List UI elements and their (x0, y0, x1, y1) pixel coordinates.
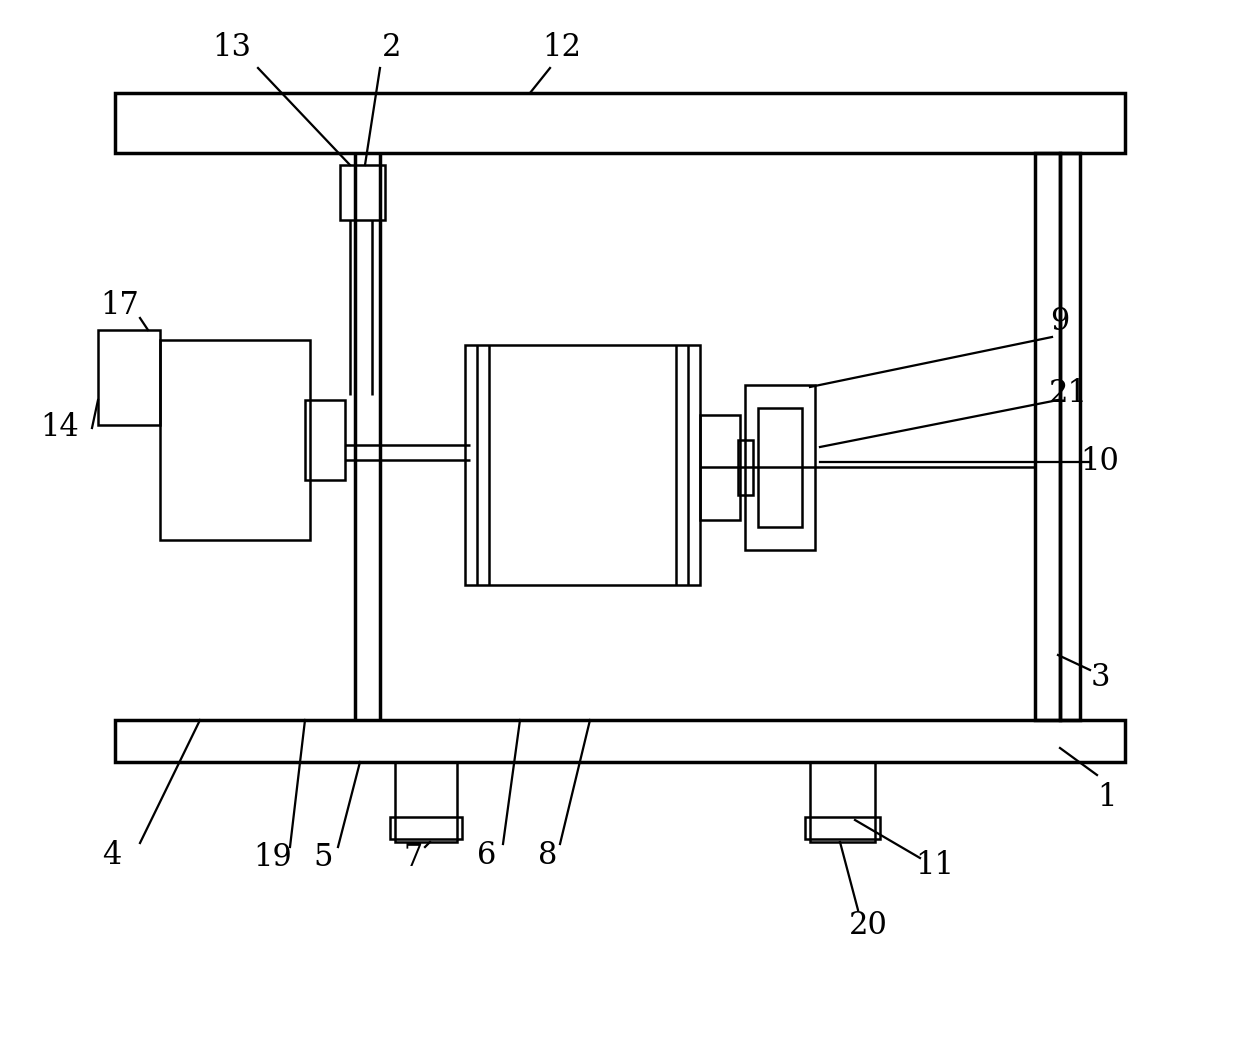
Bar (98, 330, 160, 425)
Bar (738, 440, 753, 495)
Text: 3: 3 (1090, 663, 1110, 693)
Bar (1060, 153, 1080, 720)
Bar (115, 93, 1125, 153)
Bar (465, 345, 701, 585)
Bar (396, 762, 458, 842)
Bar (805, 817, 880, 839)
Bar (701, 415, 740, 520)
Bar (745, 385, 815, 550)
Text: 9: 9 (1050, 306, 1070, 338)
Text: 4: 4 (103, 839, 122, 871)
Bar (391, 817, 463, 839)
Text: 11: 11 (915, 850, 955, 880)
Text: 13: 13 (212, 33, 252, 64)
Text: 7: 7 (403, 842, 423, 874)
Bar (160, 340, 310, 540)
Text: 1: 1 (1097, 783, 1117, 814)
Text: 21: 21 (1049, 378, 1087, 408)
Text: 14: 14 (41, 412, 79, 444)
Bar (758, 408, 802, 527)
Text: 10: 10 (1080, 447, 1120, 477)
Text: 5: 5 (314, 842, 332, 874)
Text: 6: 6 (477, 839, 497, 871)
Bar (810, 762, 875, 842)
Text: 19: 19 (254, 842, 293, 874)
Bar (340, 165, 384, 220)
Text: 20: 20 (848, 909, 888, 941)
Bar (115, 720, 1125, 762)
Text: 8: 8 (538, 839, 558, 871)
Bar (1035, 153, 1060, 720)
Text: 12: 12 (543, 33, 582, 64)
Bar (305, 400, 345, 480)
Text: 17: 17 (100, 290, 139, 321)
Text: 2: 2 (382, 33, 402, 64)
